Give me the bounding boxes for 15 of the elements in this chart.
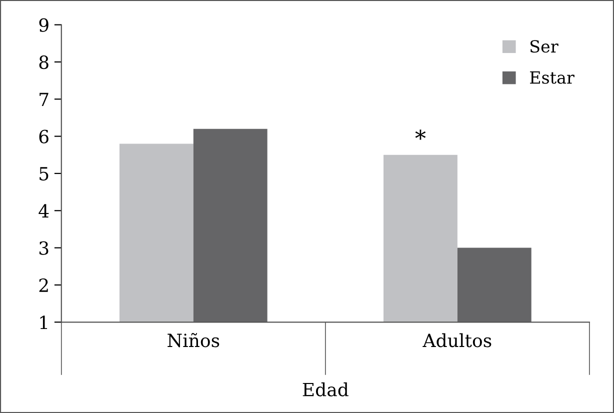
y-tick-label: 7 (40, 92, 48, 106)
y-tick-label: 1 (40, 316, 48, 329)
y-tick-label: 8 (39, 55, 48, 70)
y-tick-label: 5 (40, 167, 48, 181)
y-tick-label: 4 (38, 204, 49, 218)
legend-label: Ser (530, 40, 558, 53)
annotation: * (415, 130, 426, 140)
y-tick-label: 2 (39, 278, 48, 292)
legend-label: Estar (530, 71, 574, 84)
x-axis-title: Edad (302, 382, 348, 396)
y-tick-label: 6 (39, 130, 48, 144)
x-tick-label: Niños (168, 332, 220, 348)
x-tick-label: Adultos (422, 333, 492, 348)
y-tick-label: 3 (39, 241, 48, 255)
y-tick-label: 9 (39, 18, 48, 32)
